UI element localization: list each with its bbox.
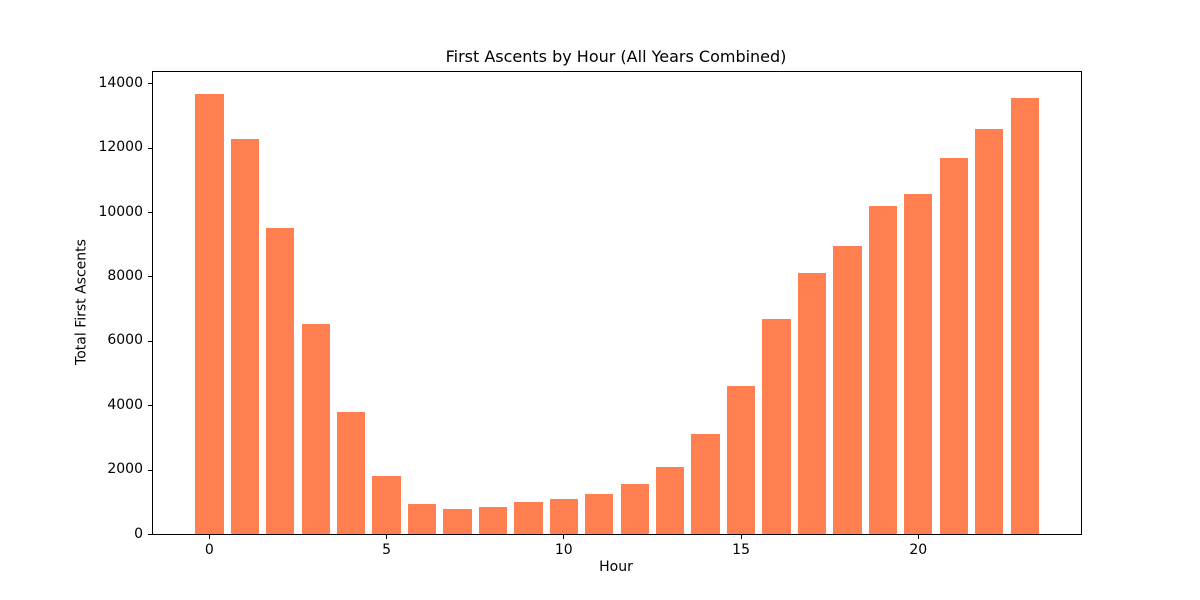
bar-hour-0 — [195, 94, 224, 534]
bar-hour-16 — [762, 318, 791, 534]
bar-hour-6 — [407, 504, 437, 534]
y-tick-label: 4000 — [107, 396, 143, 413]
bar-hour-23 — [1010, 98, 1039, 534]
y-tick-label: 8000 — [107, 267, 143, 284]
x-tick-mark — [563, 535, 565, 539]
bar-hour-11 — [585, 494, 614, 534]
y-tick-mark — [148, 341, 152, 342]
bar-hour-2 — [266, 227, 295, 534]
x-tick-mark — [208, 535, 210, 539]
x-axis-label: Hour — [599, 559, 633, 575]
x-tick-label: 20 — [909, 542, 928, 558]
y-tick-mark — [148, 83, 152, 84]
bar-hour-12 — [620, 483, 649, 534]
y-tick-label: 14000 — [98, 74, 143, 91]
bar-hour-15 — [726, 385, 756, 534]
y-tick-label: 10000 — [98, 203, 143, 220]
y-tick-label: 12000 — [98, 139, 143, 156]
x-tick-mark — [740, 535, 742, 539]
bar-hour-7 — [443, 509, 472, 534]
bar-hour-10 — [549, 499, 579, 534]
bar-hour-20 — [904, 193, 933, 534]
bar-hour-5 — [372, 476, 401, 534]
x-tick-label: 5 — [382, 542, 392, 558]
y-tick-mark — [148, 148, 152, 149]
y-tick-mark — [148, 276, 152, 277]
y-tick-label: 6000 — [107, 332, 143, 349]
bar-hour-17 — [797, 272, 827, 534]
plot-area: 0 2000 4000 6000 8000 10000 12000 14000 0 5 10 15 20 — [98, 71, 1082, 558]
bar-hour-4 — [337, 411, 366, 534]
bar-hour-14 — [691, 433, 720, 534]
x-tick-mark — [917, 535, 919, 539]
y-tick-mark — [148, 212, 152, 213]
x-tick-label: 15 — [732, 542, 750, 558]
bar-hour-9 — [514, 501, 543, 534]
bar-hour-3 — [301, 324, 330, 534]
chart-title: First Ascents by Hour (All Years Combine… — [445, 47, 787, 66]
bar-hour-22 — [975, 129, 1004, 534]
y-tick-label: 2000 — [107, 461, 143, 478]
bar-hour-21 — [939, 158, 968, 534]
x-tick-label: 10 — [554, 542, 573, 558]
y-tick-label: 0 — [134, 525, 143, 542]
x-tick-label: 0 — [204, 542, 214, 558]
y-tick-mark — [148, 405, 152, 406]
bar-hour-18 — [833, 245, 862, 534]
bar-hour-19 — [868, 205, 898, 534]
bar-hour-1 — [230, 139, 259, 534]
x-tick-mark — [386, 535, 388, 539]
y-tick-mark — [148, 470, 152, 471]
bar-hour-8 — [478, 507, 508, 534]
bar-hour-13 — [656, 467, 685, 534]
y-tick-mark — [148, 534, 152, 535]
